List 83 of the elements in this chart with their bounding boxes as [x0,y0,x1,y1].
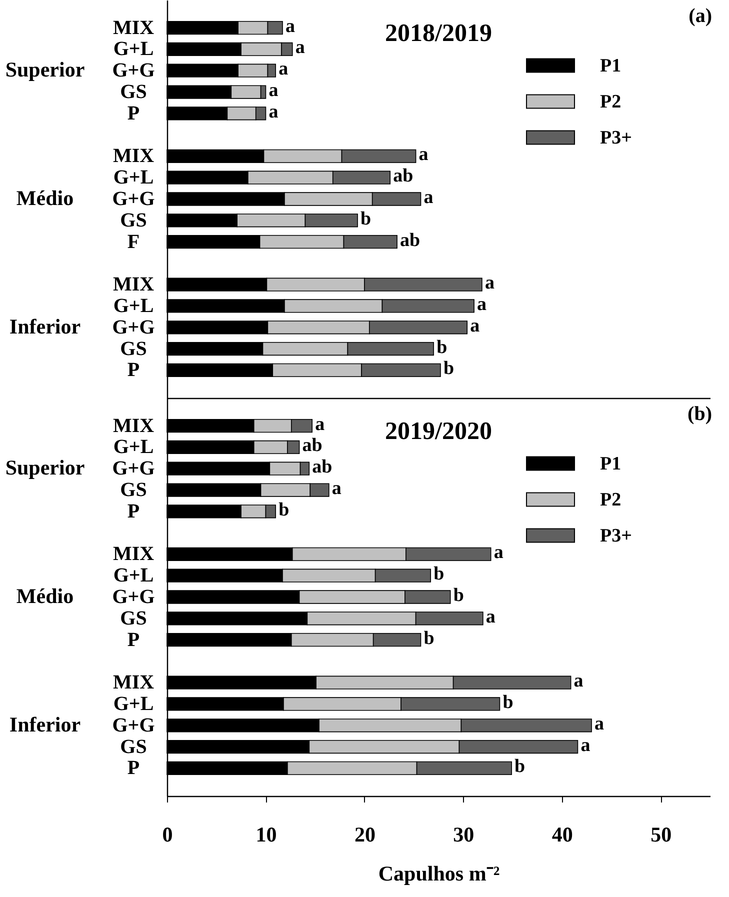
x-tick-label: 50 [650,822,672,846]
y-tick-label: G+L [113,564,154,587]
y-tick-label: G+G [112,188,156,210]
text: 2019/2020 [385,418,492,445]
total-label: a [574,670,584,692]
y-tick-label: F [127,230,140,253]
y-tick-label: MIX [112,274,155,296]
legend-label: P3+ [600,128,632,148]
x-tick-label: 0 [162,822,173,846]
y-tick-label: G+L [113,436,154,458]
total-label: b [278,499,290,520]
y-tick-label: P [127,628,140,651]
y-tick-label: MIX [112,145,155,168]
total-label: a [268,101,279,122]
total-label: a [594,713,605,734]
y-tick-label: G+L [113,692,154,715]
total-label: b [502,692,514,713]
text: Médio [16,186,74,210]
y-tick-label: MIX [112,543,155,566]
total-label: b [434,564,444,585]
total-label: a [418,144,429,166]
total-label: ab [302,435,322,456]
y-tick-label: GS [120,338,147,360]
x-tick-label: 40 [552,822,573,846]
total-label: a [286,16,296,37]
total-label: a [470,315,480,336]
total-label: a [484,272,495,294]
y-tick-label: GS [120,736,147,758]
y-tick-label: MIX [112,414,155,437]
text: Superior [5,456,85,480]
text: Inferior [9,712,81,736]
total-label: a [268,80,279,102]
text: Superior [5,58,85,82]
total-label: a [494,542,504,564]
total-label: a [580,734,591,756]
y-tick-label: MIX [112,672,155,694]
y-tick-label: P [127,757,140,780]
y-tick-label: P [127,500,140,522]
x-axis-title: Capulhos m⁻² [378,862,500,886]
total-label: a [295,37,306,58]
y-tick-label: GS [120,209,147,232]
x-tick-label: 30 [453,822,474,846]
y-tick-label: G+G [112,586,156,608]
total-label: ab [393,166,414,187]
y-tick-label: GS [120,81,147,104]
total-label: b [360,208,372,230]
x-tick-label: 10 [256,822,277,846]
total-label: a [477,294,488,315]
text: Médio [16,584,74,608]
x-tick-label: 20 [354,822,376,846]
legend-label: P2 [600,490,622,510]
total-label: b [436,336,448,358]
total-label: b [514,756,526,778]
total-label: a [315,414,326,435]
y-tick-label: P [127,359,140,382]
total-label: ab [312,456,332,478]
y-tick-label: GS [120,479,147,502]
y-tick-label: G+G [112,316,156,338]
y-tick-label: G+G [112,60,156,82]
text: Inferior [9,314,81,338]
y-tick-label: G+G [112,458,156,480]
total-label: a [486,606,496,628]
y-tick-label: G+L [113,166,154,189]
y-tick-label: G+G [112,714,156,736]
total-label: ab [400,230,420,251]
annotation: (b) [688,403,712,425]
total-label: a [424,187,434,208]
annotation: (a) [688,5,712,27]
y-tick-label: MIX [112,16,155,39]
legend-label: P1 [600,56,622,76]
total-label: b [453,585,464,606]
legend-label: P3+ [600,526,632,546]
total-label: b [443,358,454,380]
y-tick-label: G+L [113,294,154,317]
y-tick-label: P [127,102,140,124]
y-tick-label: GS [120,607,147,630]
y-tick-label: G+L [113,38,154,60]
legend-label: P1 [600,454,622,474]
total-label: b [424,628,434,649]
total-label: a [332,478,342,500]
text: 2018/2019 [385,20,492,47]
legend-label: P2 [600,92,622,112]
total-label: a [278,58,289,80]
